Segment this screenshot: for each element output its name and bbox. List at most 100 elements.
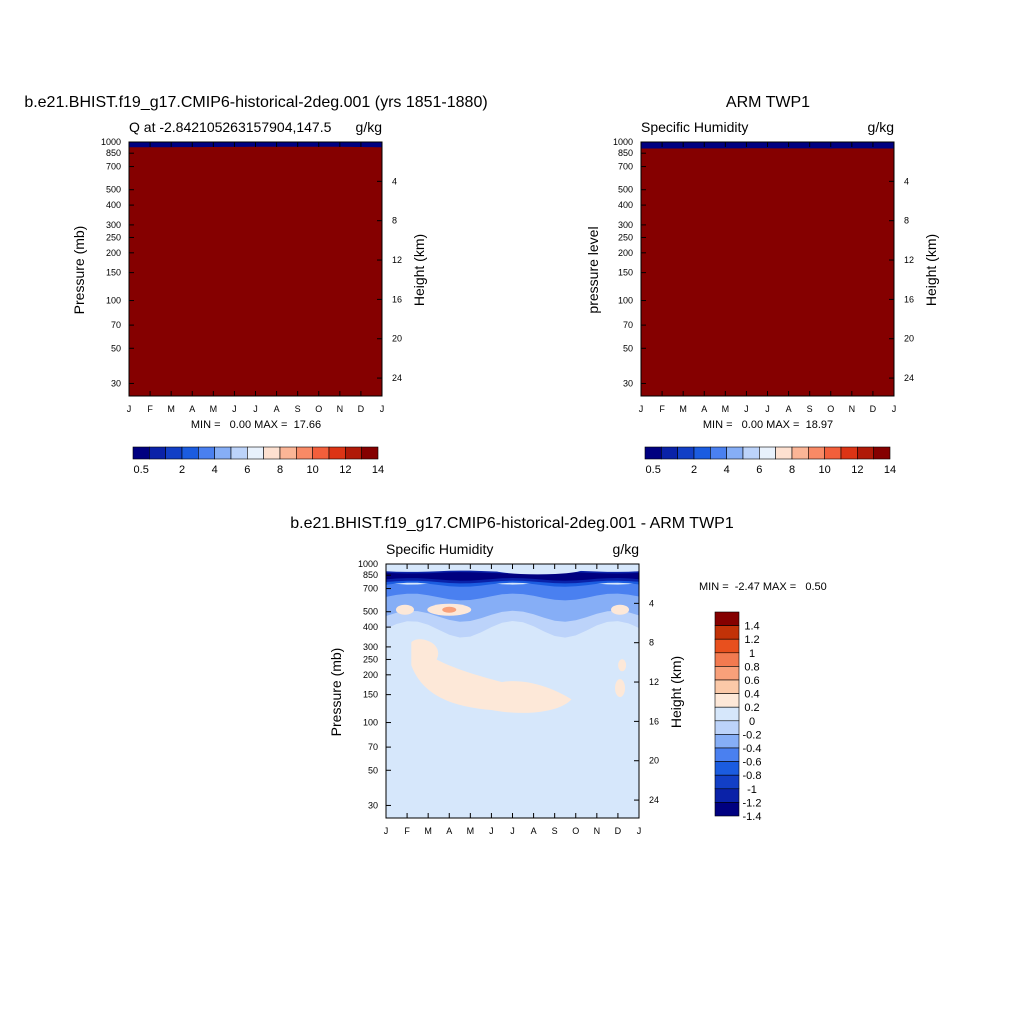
x-tick-label: S: [295, 404, 301, 414]
panel-obs-y2label: Height (km): [923, 234, 939, 306]
panel-model-y2label: Height (km): [411, 234, 427, 306]
panel-model-left-label: Q at -2.842105263157904,147.5: [129, 119, 332, 135]
colorbar-box: [263, 446, 281, 460]
colorbar-box: [714, 720, 740, 735]
colorbar-box: [775, 446, 793, 460]
x-tick-label: J: [253, 404, 258, 414]
x-tick-label: O: [572, 826, 579, 836]
y-tick-label: 200: [618, 248, 633, 258]
colorbar-box: [296, 446, 313, 460]
contour-fill: [411, 639, 572, 713]
panel-diff-left-label: Specific Humidity: [386, 541, 493, 557]
colorbar-box: [693, 446, 711, 460]
y-tick-label: 700: [106, 162, 121, 172]
y-tick-label: 150: [618, 268, 633, 278]
colorbar-label: 14: [372, 464, 384, 476]
panel-obs-y2-axis: 4 8 12 16 20 24: [889, 176, 914, 383]
y-tick-label: 300: [363, 642, 378, 652]
panel-model-field: [129, 142, 382, 396]
y-tick-label: 250: [106, 232, 121, 242]
x-tick-label: M: [424, 826, 432, 836]
panel-model-y2-axis: 4 8 12 16 20 24: [377, 176, 402, 383]
x-tick-label: J: [892, 404, 897, 414]
y-tick-label: 200: [106, 248, 121, 258]
colorbar-box: [714, 802, 740, 817]
colorbar-box: [742, 446, 760, 460]
y2-tick-label: 12: [649, 677, 659, 687]
colorbar-box: [714, 625, 740, 640]
y-tick-label: 250: [363, 654, 378, 664]
colorbar-label: 0.2: [744, 702, 759, 714]
colorbar-label: 0: [749, 716, 755, 728]
x-tick-label: D: [870, 404, 877, 414]
y2-tick-label: 24: [649, 795, 659, 805]
x-tick-label: N: [594, 826, 601, 836]
x-tick-label: S: [552, 826, 558, 836]
colorbar-box: [247, 446, 264, 460]
x-tick-label: J: [639, 404, 644, 414]
y-tick-label: 150: [363, 690, 378, 700]
x-tick-label: A: [786, 404, 792, 414]
x-tick-label: N: [337, 404, 344, 414]
panel-model-minmax: MIN = 0.00 MAX = 17.66: [191, 419, 321, 431]
colorbar-label: 6: [756, 464, 762, 476]
y-tick-label: 400: [106, 200, 121, 210]
colorbar-label: 0.4: [744, 689, 759, 701]
y2-tick-label: 8: [649, 638, 654, 648]
colorbar-label: 8: [277, 464, 283, 476]
colorbar-label: 0.6: [744, 675, 759, 687]
colorbar-box: [714, 747, 740, 762]
y2-tick-label: 24: [904, 373, 914, 383]
y2-tick-label: 16: [904, 294, 914, 304]
y-tick-label: 200: [363, 670, 378, 680]
y2-tick-label: 12: [392, 255, 402, 265]
panel-obs-field: [641, 142, 894, 396]
colorbar-box: [791, 446, 809, 460]
panel-diff-field: [386, 564, 639, 818]
panel-model-colorbar: 0.5 2 4 6 8 10 12 14: [132, 446, 384, 476]
x-tick-label: D: [615, 826, 622, 836]
y-tick-label: 700: [363, 584, 378, 594]
panel-obs-ylabel: pressure level: [585, 226, 601, 313]
x-tick-label: J: [744, 404, 749, 414]
x-tick-label: M: [167, 404, 175, 414]
colorbar-label: -0.8: [743, 770, 762, 782]
colorbar-label: 1.4: [744, 621, 759, 633]
x-tick-label: F: [147, 404, 153, 414]
panel-diff-y2-axis: 4 8 12 16 20 24: [634, 598, 659, 805]
x-tick-label: N: [849, 404, 856, 414]
y-tick-label: 30: [368, 800, 378, 810]
colorbar-box: [873, 446, 891, 460]
y2-tick-label: 24: [392, 373, 402, 383]
colorbar-box: [808, 446, 825, 460]
contour-fill: [386, 572, 639, 581]
panel-diff-ylabel: Pressure (mb): [328, 648, 344, 737]
panel-model-title: b.e21.BHIST.f19_g17.CMIP6-historical-2de…: [24, 94, 487, 111]
colorbar-box: [165, 446, 183, 460]
y2-tick-label: 4: [649, 598, 654, 608]
y2-tick-label: 8: [904, 216, 909, 226]
colorbar-box: [312, 446, 330, 460]
colorbar-box: [279, 446, 297, 460]
contour-fill: [611, 604, 630, 615]
colorbar-label: 1.2: [744, 634, 759, 646]
x-tick-label: O: [827, 404, 834, 414]
colorbar-box: [714, 679, 740, 694]
colorbar-box: [661, 446, 678, 460]
panel-obs-title: ARM TWP1: [726, 94, 810, 111]
colorbar-label: 0.5: [646, 464, 661, 476]
colorbar-label: -1.4: [743, 811, 762, 823]
panel-obs-left-label: Specific Humidity: [641, 119, 748, 135]
colorbar-box: [840, 446, 858, 460]
colorbar-label: 12: [851, 464, 863, 476]
colorbar-box: [857, 446, 874, 460]
x-tick-label: M: [210, 404, 218, 414]
colorbar-label: 6: [244, 464, 250, 476]
colorbar-box: [710, 446, 727, 460]
panel-obs: ARM TWP1 Specific Humidity g/kg J F M A M J J A…: [585, 94, 939, 476]
x-tick-label: D: [358, 404, 365, 414]
colorbar-label: 1: [749, 648, 755, 660]
